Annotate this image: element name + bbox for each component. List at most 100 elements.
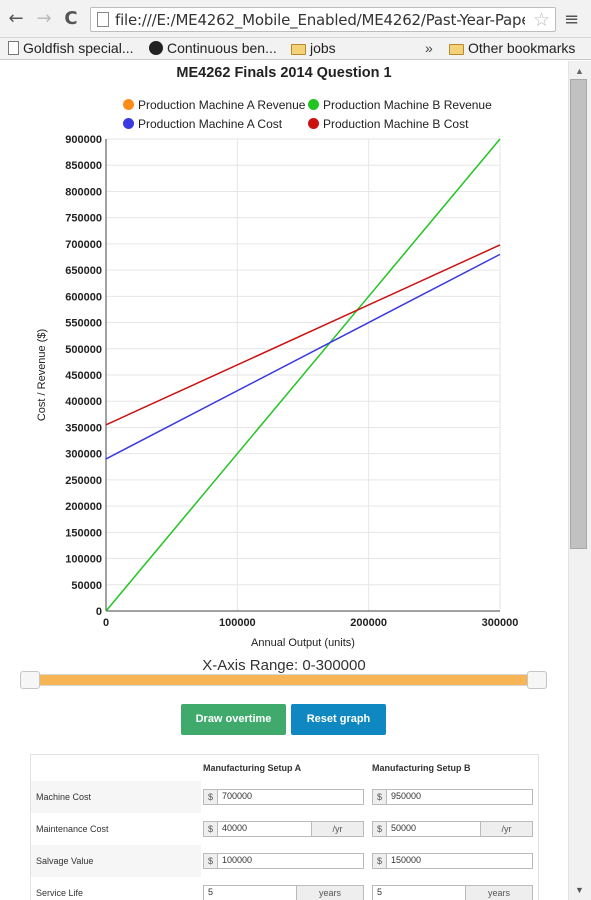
y-tick-label: 300000 xyxy=(65,449,102,461)
y-tick-label: 150000 xyxy=(65,527,102,539)
currency-prefix: $ xyxy=(373,854,387,868)
series-line xyxy=(105,253,501,460)
field-value: 40000 xyxy=(222,823,248,833)
y-tick-label: 350000 xyxy=(65,422,102,434)
legend-item-a-revenue[interactable]: Production Machine A Revenue xyxy=(123,98,305,112)
scroll-down-arrow-icon[interactable]: ▼ xyxy=(575,885,584,895)
field-value: 950000 xyxy=(391,791,422,801)
column-header-b: Manufacturing Setup B xyxy=(372,763,471,773)
row-label-salvage-value: Salvage Value xyxy=(36,856,94,866)
page-icon xyxy=(8,41,19,55)
legend-label: Production Machine B Cost xyxy=(323,117,469,131)
range-slider-track[interactable] xyxy=(30,674,540,686)
vertical-scrollbar[interactable]: ▲ ▼ xyxy=(568,61,591,900)
y-tick-label: 700000 xyxy=(65,239,102,251)
legend-item-b-revenue[interactable]: Production Machine B Revenue xyxy=(308,98,492,112)
y-tick-label: 800000 xyxy=(65,186,102,198)
bookmarks-overflow-chevron[interactable]: » xyxy=(425,40,433,56)
x-axis-range-label: X-Axis Range: 0-300000 xyxy=(202,657,366,674)
maintenance-cost-b-field[interactable]: $50000 /yr xyxy=(372,821,533,837)
salvage-value-b-field[interactable]: $150000 xyxy=(372,853,533,869)
field-value: 700000 xyxy=(222,791,253,801)
unit-suffix: /yr xyxy=(311,822,363,836)
field-value: 50000 xyxy=(391,823,417,833)
unit-suffix: years xyxy=(296,886,363,900)
bookmark-label: Other bookmarks xyxy=(468,40,576,56)
y-tick-label: 900000 xyxy=(65,134,102,146)
back-icon[interactable]: ← xyxy=(8,8,24,29)
bookmark-continuous[interactable]: Continuous ben... xyxy=(149,40,277,56)
y-axis-label: Cost / Revenue ($) xyxy=(36,329,48,421)
x-tick-label: 300000 xyxy=(482,617,519,629)
url-text[interactable]: file:///E:/ME4262_Mobile_Enabled/ME4262/… xyxy=(115,11,525,29)
service-life-a-field[interactable]: 5 years xyxy=(203,885,364,900)
scroll-thumb[interactable] xyxy=(570,79,587,549)
chart-title: ME4262 Finals 2014 Question 1 xyxy=(176,65,392,81)
machine-cost-a-field[interactable]: $700000 xyxy=(203,789,364,805)
y-tick-label: 100000 xyxy=(65,554,102,566)
y-tick-label: 50000 xyxy=(71,580,102,592)
x-tick-label: 0 xyxy=(103,617,109,629)
bookmark-jobs[interactable]: jobs xyxy=(291,40,336,56)
legend-label: Production Machine A Revenue xyxy=(138,98,306,112)
bookmark-label: Goldfish special... xyxy=(23,40,134,56)
bookmark-goldfish[interactable]: Goldfish special... xyxy=(8,40,134,56)
forward-icon[interactable]: → xyxy=(36,8,52,29)
salvage-value-a-field[interactable]: $100000 xyxy=(203,853,364,869)
unit-suffix: years xyxy=(465,886,532,900)
machine-cost-b-field[interactable]: $950000 xyxy=(372,789,533,805)
legend-item-a-cost[interactable]: Production Machine A Cost xyxy=(123,117,282,131)
row-label-service-life: Service Life xyxy=(36,888,84,898)
draw-overtime-button[interactable]: Draw overtime xyxy=(181,704,286,735)
legend-label: Production Machine B Revenue xyxy=(323,98,492,112)
folder-icon xyxy=(449,44,464,55)
series-line xyxy=(105,138,501,612)
legend-item-b-cost[interactable]: Production Machine B Cost xyxy=(308,117,468,131)
maintenance-cost-a-field[interactable]: $40000 /yr xyxy=(203,821,364,837)
field-value: 100000 xyxy=(222,855,253,865)
page-icon xyxy=(97,12,109,27)
range-slider-min-handle[interactable] xyxy=(20,671,40,689)
y-tick-label: 450000 xyxy=(65,370,102,382)
line-chart: 0 50000 100000 150000 200000 250000 300000 3500… xyxy=(36,134,519,649)
legend-swatch xyxy=(123,118,134,129)
other-bookmarks[interactable]: Other bookmarks xyxy=(449,40,575,56)
currency-prefix: $ xyxy=(204,854,218,868)
y-tick-label: 550000 xyxy=(65,318,102,330)
address-bar[interactable]: file:///E:/ME4262_Mobile_Enabled/ME4262/… xyxy=(90,7,556,32)
x-tick-label: 100000 xyxy=(219,617,256,629)
y-tick-label: 850000 xyxy=(65,160,102,172)
y-tick-label: 250000 xyxy=(65,475,102,487)
y-tick-label: 0 xyxy=(96,606,102,618)
service-life-b-field[interactable]: 5 years xyxy=(372,885,533,900)
legend-swatch xyxy=(308,99,319,110)
range-slider-max-handle[interactable] xyxy=(527,671,547,689)
table-row-bg xyxy=(31,845,201,877)
y-tick-label: 600000 xyxy=(65,291,102,303)
currency-prefix: $ xyxy=(373,790,387,804)
folder-icon xyxy=(291,44,306,55)
unit-suffix: /yr xyxy=(480,822,532,836)
currency-prefix: $ xyxy=(204,822,218,836)
reload-icon[interactable]: C xyxy=(64,8,78,29)
bookmark-star-icon[interactable]: ☆ xyxy=(532,9,550,31)
bookmark-label: jobs xyxy=(310,40,336,56)
menu-icon[interactable]: ≡ xyxy=(564,9,580,30)
parameters-table: Manufacturing Setup A Manufacturing Setu… xyxy=(30,754,539,900)
y-tick-label: 400000 xyxy=(65,396,102,408)
field-value: 5 xyxy=(208,887,214,897)
legend-swatch xyxy=(123,99,134,110)
table-row-bg xyxy=(31,781,201,813)
y-tick-label: 750000 xyxy=(65,213,102,225)
x-tick-label: 200000 xyxy=(350,617,387,629)
bookmark-label: Continuous ben... xyxy=(167,40,277,56)
row-label-maintenance-cost: Maintenance Cost xyxy=(36,824,109,834)
y-tick-label: 650000 xyxy=(65,265,102,277)
row-label-machine-cost: Machine Cost xyxy=(36,792,92,802)
field-value: 5 xyxy=(377,887,383,897)
legend-label: Production Machine A Cost xyxy=(138,117,283,131)
reset-graph-button[interactable]: Reset graph xyxy=(291,704,386,735)
scroll-up-arrow-icon[interactable]: ▲ xyxy=(575,66,584,76)
y-tick-label: 200000 xyxy=(65,501,102,513)
browser-toolbar: ← → C file:///E:/ME4262_Mobile_Enabled/M… xyxy=(0,0,591,38)
